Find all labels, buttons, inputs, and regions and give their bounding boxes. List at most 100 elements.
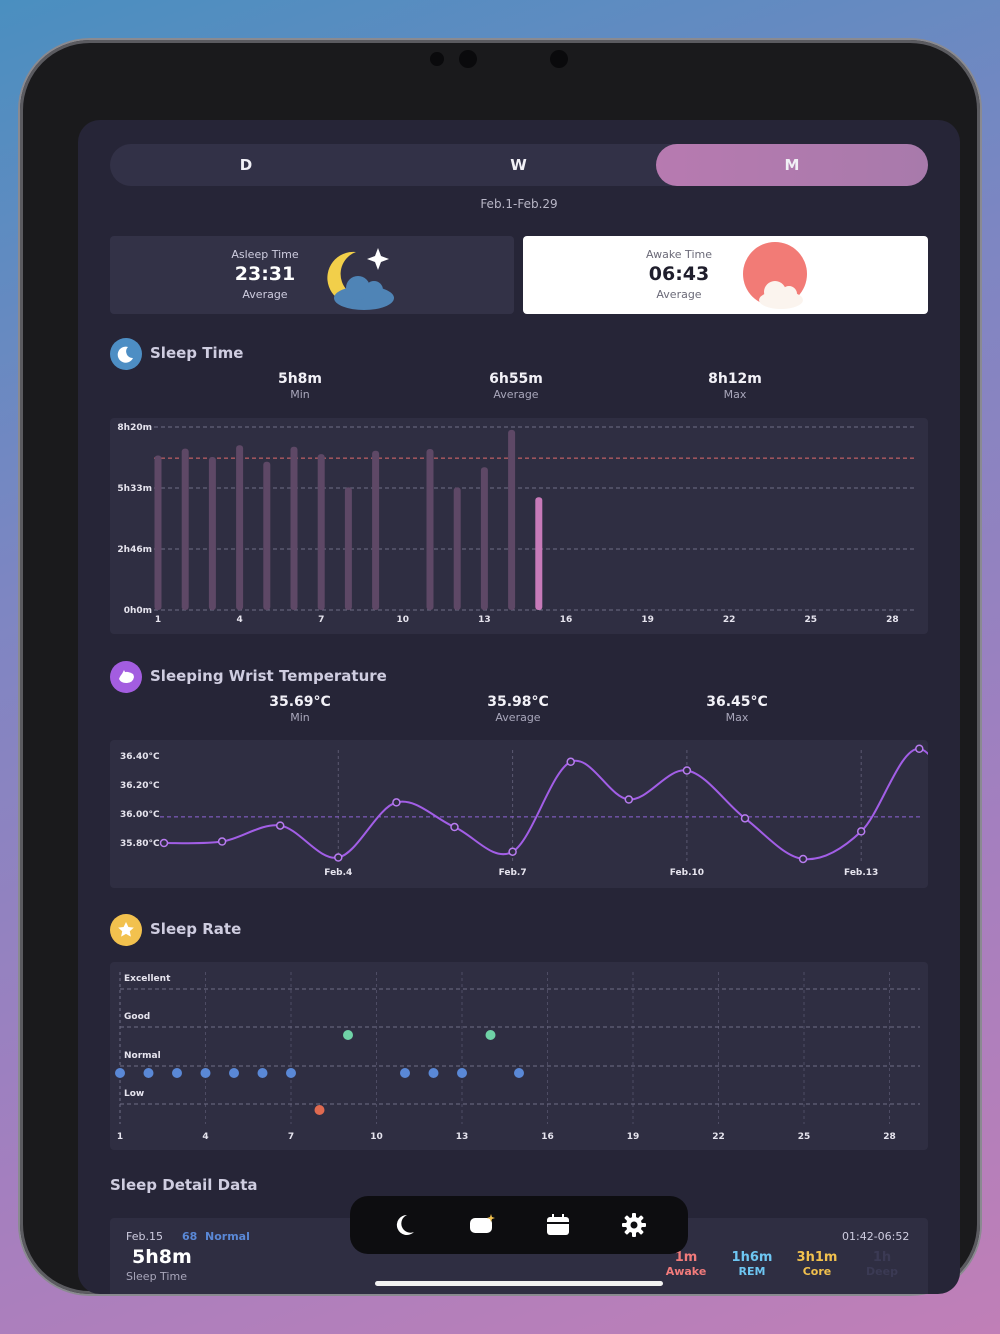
temperature-point xyxy=(798,854,808,864)
sleep-bar xyxy=(535,497,543,610)
y-tick-label: 36.00°C xyxy=(120,810,160,820)
sleep-rate-icon xyxy=(110,914,142,946)
y-category-label: Excellent xyxy=(124,974,171,984)
x-tick-label: 25 xyxy=(805,615,818,625)
temperature-point xyxy=(740,814,750,823)
rate-point xyxy=(229,1068,239,1078)
sleep-bar xyxy=(181,448,189,610)
y-tick-label: 35.80°C xyxy=(120,839,160,849)
temperature-point xyxy=(856,827,866,836)
app-screen: D W M Feb.1-Feb.29 Asleep Time 23:31 Ave… xyxy=(78,120,960,1294)
sleep-bar xyxy=(290,446,298,610)
awake-time-card[interactable]: Awake Time 06:43 Average xyxy=(523,236,928,314)
rate-point xyxy=(343,1030,353,1040)
x-tick-label: 19 xyxy=(627,1132,640,1142)
x-tick-label: Feb.7 xyxy=(499,868,527,878)
date-range: Feb.1-Feb.29 xyxy=(480,197,558,211)
x-tick-label: 10 xyxy=(397,615,410,625)
x-tick-label: 4 xyxy=(236,615,242,625)
x-tick-label: 16 xyxy=(541,1132,554,1142)
temp-max-stat: 36.45°C Max xyxy=(706,694,768,724)
sleep-rate-scatter-chart: 1 4 7 10 13 16 19 22 25 28 Excellent Good Normal Low xyxy=(115,972,920,1142)
sleep-bar xyxy=(508,429,516,610)
y-tick-label: 36.20°C xyxy=(120,781,160,791)
tab-moon[interactable] xyxy=(390,1210,420,1240)
awake-value: 06:43 xyxy=(648,263,710,285)
x-tick-label: 4 xyxy=(202,1132,208,1142)
segment-month[interactable]: M xyxy=(656,144,928,186)
x-tick-label: 16 xyxy=(560,615,573,625)
x-tick-label: Feb.4 xyxy=(324,868,352,878)
detail-sleep-value: 5h8m xyxy=(132,1246,192,1268)
temp-average-stat: 35.98°C Average xyxy=(487,694,549,724)
tab-settings[interactable] xyxy=(619,1210,649,1240)
stage-deep: 1h Deep xyxy=(866,1250,898,1278)
y-tick-label: 8h20m xyxy=(117,423,152,433)
temp-min-stat: 35.69°C Min xyxy=(269,694,331,724)
asleep-label: Asleep Time xyxy=(231,248,299,261)
detail-score: 68 xyxy=(182,1230,198,1243)
sleep-bar xyxy=(426,448,434,610)
sleep-detail-title: Sleep Detail Data xyxy=(110,1176,258,1194)
y-tick-label: 2h46m xyxy=(117,545,152,555)
temperature-title: Sleeping Wrist Temperature xyxy=(150,667,387,685)
y-tick-label: 0h0m xyxy=(124,606,152,616)
sleep-rate-title: Sleep Rate xyxy=(150,920,242,938)
x-tick-label: 10 xyxy=(370,1132,383,1142)
temperature-point xyxy=(450,822,459,832)
tab-sleep-stats[interactable] xyxy=(467,1210,497,1240)
x-tick-label: 13 xyxy=(456,1132,469,1142)
awake-sub: Average xyxy=(656,288,702,301)
x-tick-label: 25 xyxy=(798,1132,811,1142)
tab-bar xyxy=(350,1196,688,1254)
sun-cloud-icon xyxy=(743,242,807,309)
rate-point xyxy=(172,1068,182,1078)
tab-calendar[interactable] xyxy=(543,1210,573,1240)
temperature-line-chart: 36.40°C 36.20°C 36.00°C 35.80°C Feb.4 Feb.7 Fe… xyxy=(120,744,960,878)
sleep-cloud-icon xyxy=(470,1214,495,1233)
x-tick-label: Feb.10 xyxy=(670,868,704,878)
camera-dot xyxy=(430,52,444,66)
sleep-bar xyxy=(208,457,216,610)
rate-point xyxy=(257,1068,268,1078)
temperature-icon xyxy=(110,661,142,693)
x-tick-label: 1 xyxy=(155,615,161,625)
y-category-label: Good xyxy=(124,1012,150,1022)
rate-point xyxy=(143,1068,154,1078)
temperature-line xyxy=(163,747,960,861)
sleep-average-stat: 6h55m Average xyxy=(489,371,543,401)
temperature-point xyxy=(508,847,517,856)
temperature-point xyxy=(334,853,343,862)
rate-point xyxy=(485,1030,496,1040)
detail-sleep-label: Sleep Time xyxy=(126,1270,187,1283)
detail-rating: Normal xyxy=(205,1230,250,1243)
sleep-bar xyxy=(372,450,380,610)
x-tick-label: 13 xyxy=(478,615,491,625)
asleep-time-card[interactable]: Asleep Time 23:31 Average xyxy=(110,236,514,314)
temperature-point xyxy=(217,837,227,846)
sleep-min-stat: 5h8m Min xyxy=(277,371,323,401)
sleep-rate-chart-panel: 1 4 7 10 13 16 19 22 25 28 Excellent Good Normal Low xyxy=(110,962,928,1150)
sleep-bar xyxy=(317,454,325,610)
segment-day[interactable]: D xyxy=(239,156,253,174)
temperature-point xyxy=(275,821,285,830)
home-indicator[interactable] xyxy=(375,1281,663,1286)
y-tick-label: 5h33m xyxy=(117,484,152,494)
detail-date: Feb.15 xyxy=(126,1230,163,1243)
stage-rem: 1h6m REM xyxy=(731,1250,773,1278)
moon-cloud-icon xyxy=(327,248,394,310)
x-tick-label: 7 xyxy=(288,1132,294,1142)
temperature-point xyxy=(566,757,575,767)
sleep-bar xyxy=(236,445,244,610)
x-tick-label: Feb.13 xyxy=(844,868,878,878)
segment-week[interactable]: W xyxy=(510,156,527,174)
temperature-point xyxy=(682,766,692,775)
temperature-point xyxy=(159,838,169,848)
temperature-point xyxy=(624,795,634,804)
rate-point xyxy=(428,1068,439,1078)
asleep-value: 23:31 xyxy=(234,263,296,285)
x-tick-label: 7 xyxy=(318,615,324,625)
rate-point xyxy=(514,1068,524,1078)
y-tick-label: 36.40°C xyxy=(120,752,160,762)
